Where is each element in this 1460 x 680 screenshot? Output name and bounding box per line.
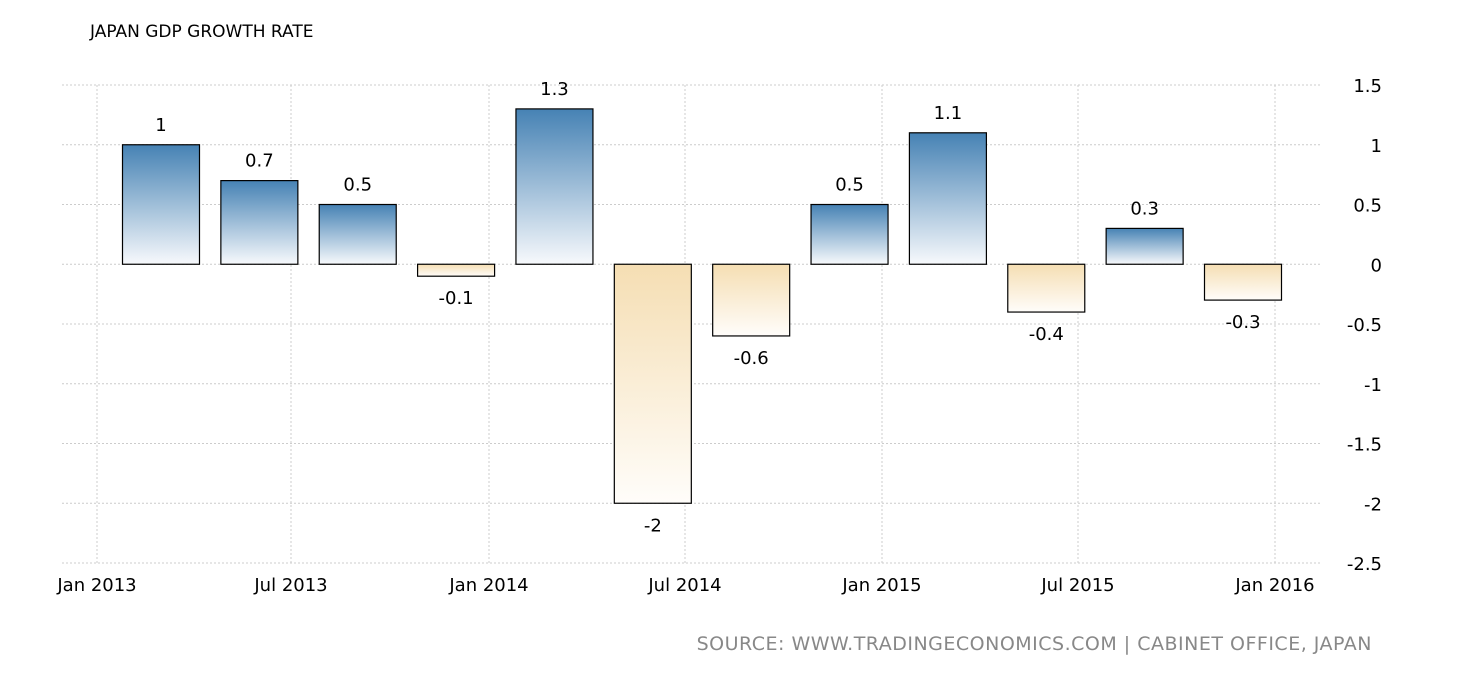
data-label: -0.6 <box>734 348 769 369</box>
data-label: -2 <box>644 515 662 536</box>
y-tick-label: -2.5 <box>1347 554 1382 575</box>
y-tick-label: -1 <box>1364 375 1382 396</box>
bar <box>515 108 594 265</box>
y-tick-label: -0.5 <box>1347 315 1382 336</box>
bar <box>121 144 201 265</box>
y-tick-label: 1 <box>1371 136 1382 157</box>
bar <box>810 203 889 265</box>
source-note: SOURCE: WWW.TRADINGECONOMICS.COM | CABIN… <box>696 633 1372 655</box>
x-tick-label: Jan 2016 <box>1234 575 1314 596</box>
bar <box>613 263 692 504</box>
data-label: 0.3 <box>1130 198 1159 219</box>
y-tick-label: -2 <box>1364 494 1382 515</box>
bar <box>1007 263 1086 313</box>
data-label: 1.3 <box>540 79 569 100</box>
x-tick-label: Jul 2014 <box>647 575 721 596</box>
bar <box>712 263 791 337</box>
bar <box>416 263 496 277</box>
data-label: 1.1 <box>934 103 963 124</box>
data-label: -0.4 <box>1029 324 1064 345</box>
bar <box>908 132 988 265</box>
data-label: 0.5 <box>343 175 372 196</box>
x-tick-label: Jan 2013 <box>56 575 136 596</box>
data-label: 1 <box>155 115 166 136</box>
chart-title: JAPAN GDP GROWTH RATE <box>90 22 314 42</box>
y-tick-label: 1.5 <box>1353 76 1382 97</box>
bar <box>220 180 299 265</box>
y-tick-label: -1.5 <box>1347 435 1382 456</box>
x-tick-label: Jul 2015 <box>1040 575 1114 596</box>
data-label: -0.3 <box>1225 312 1260 333</box>
y-tick-label: 0 <box>1371 255 1382 276</box>
data-label: -0.1 <box>439 288 474 309</box>
bar <box>318 203 397 265</box>
data-label: 0.5 <box>835 175 864 196</box>
x-tick-label: Jul 2013 <box>253 575 327 596</box>
y-tick-label: 0.5 <box>1353 196 1382 217</box>
data-label: 0.7 <box>245 151 274 172</box>
bar <box>1105 227 1184 265</box>
x-tick-label: Jan 2014 <box>448 575 528 596</box>
x-tick-label: Jan 2015 <box>841 575 921 596</box>
bar <box>1203 263 1283 301</box>
